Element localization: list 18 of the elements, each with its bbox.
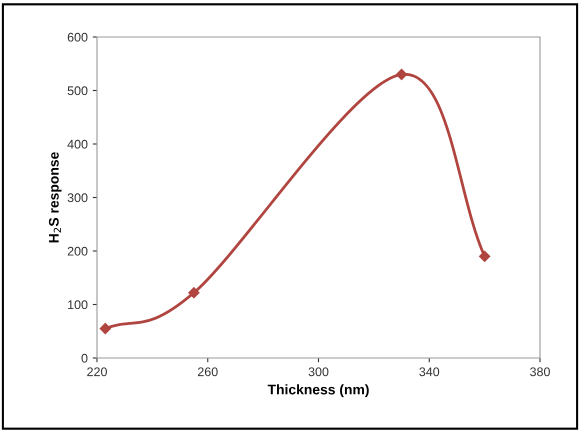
- y-axis-title: H$_{2}$S response: [48, 152, 62, 242]
- point: [188, 287, 200, 298]
- x-tick-label: 260: [198, 367, 218, 376]
- y-tick-label: 500: [68, 86, 88, 96]
- y-tick-label: 0: [82, 354, 88, 363]
- x-tick-label: 300: [308, 367, 328, 376]
- y-tick-label: 300: [68, 193, 88, 202]
- x-axis-title: Thickness (nm): [268, 384, 369, 398]
- y-tick-label: 200: [68, 246, 88, 256]
- point: [479, 250, 490, 262]
- point: [100, 322, 111, 334]
- x-tick-label: 220: [87, 367, 107, 376]
- x-tick-label: 340: [419, 367, 440, 376]
- point: [396, 68, 408, 80]
- y-tick-label: 100: [68, 300, 88, 310]
- x-tick-label: 380: [530, 367, 550, 376]
- y-tick-label: 400: [67, 140, 88, 149]
- y-tick-label: 600: [68, 32, 88, 42]
